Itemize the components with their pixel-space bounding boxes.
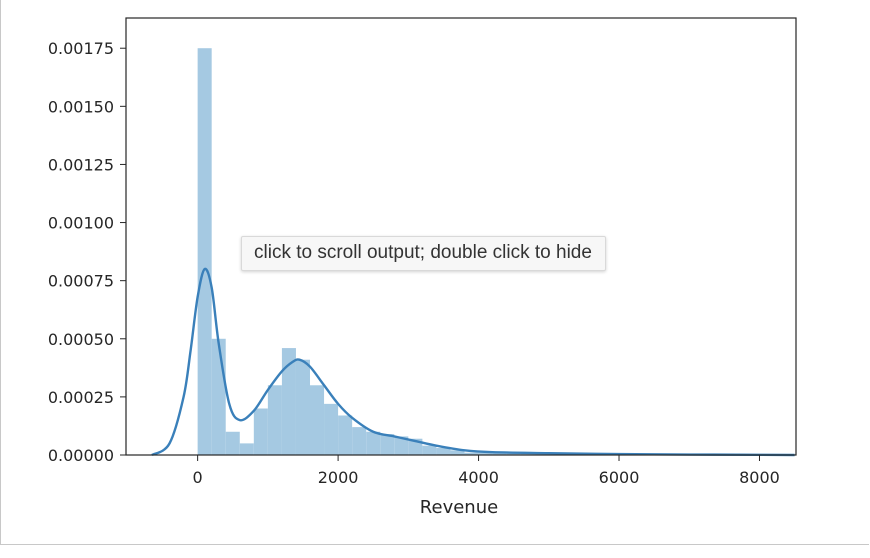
y-tick-label: 0.00000 xyxy=(48,446,114,465)
scroll-output-tooltip[interactable]: click to scroll output; double click to … xyxy=(241,236,606,271)
x-tick-label: 2000 xyxy=(318,468,359,487)
histogram-bars xyxy=(197,48,788,456)
histogram-bar xyxy=(324,403,339,455)
notebook-output-area[interactable]: 0 2000 4000 6000 8000 0.00000 0.00025 0.00050 0… xyxy=(0,0,869,545)
x-axis-label: Revenue xyxy=(420,497,498,518)
x-tick-label: 4000 xyxy=(458,468,499,487)
histogram-bar xyxy=(225,431,240,455)
histogram-bar xyxy=(352,427,367,455)
kde-curve-layer xyxy=(151,267,795,457)
histogram-bar xyxy=(366,431,381,455)
x-tick-label: 0 xyxy=(193,468,203,487)
histogram-bar xyxy=(394,436,409,455)
y-tick-label: 0.00075 xyxy=(48,272,114,291)
y-tick-label: 0.00125 xyxy=(48,155,114,174)
histogram-bar xyxy=(281,348,296,455)
plot-frame xyxy=(125,17,797,456)
histogram-bar xyxy=(295,359,311,455)
histogram-bar xyxy=(197,48,212,456)
y-tick-label: 0.00100 xyxy=(48,214,114,233)
y-tick-label: 0.00025 xyxy=(48,388,114,407)
y-axis-ticks: 0.00000 0.00025 0.00050 0.00075 0.00100 0.001… xyxy=(48,39,126,465)
histogram-bar xyxy=(310,385,325,455)
x-tick-label: 8000 xyxy=(739,468,780,487)
y-tick-label: 0.00050 xyxy=(48,330,114,349)
histogram-bar xyxy=(338,415,353,455)
histogram-bar xyxy=(253,408,268,455)
histogram-bar xyxy=(211,338,226,455)
histogram-bar xyxy=(478,452,493,455)
histogram-bar xyxy=(239,443,254,455)
histogram-bar xyxy=(422,445,437,455)
kde-line xyxy=(151,267,795,457)
x-axis-ticks: 0 2000 4000 6000 8000 xyxy=(193,455,780,487)
histogram-bar xyxy=(464,452,479,455)
histogram-bar xyxy=(267,385,282,455)
histogram-bar xyxy=(436,448,451,455)
histogram-bar xyxy=(492,452,507,455)
y-tick-label: 0.00175 xyxy=(48,39,114,58)
y-tick-label: 0.00150 xyxy=(48,97,114,116)
x-tick-label: 6000 xyxy=(599,468,640,487)
histogram-bar xyxy=(450,450,465,455)
revenue-distribution-chart: 0 2000 4000 6000 8000 0.000000.000250.000500… xyxy=(48,17,797,518)
histogram-bar xyxy=(380,434,395,455)
